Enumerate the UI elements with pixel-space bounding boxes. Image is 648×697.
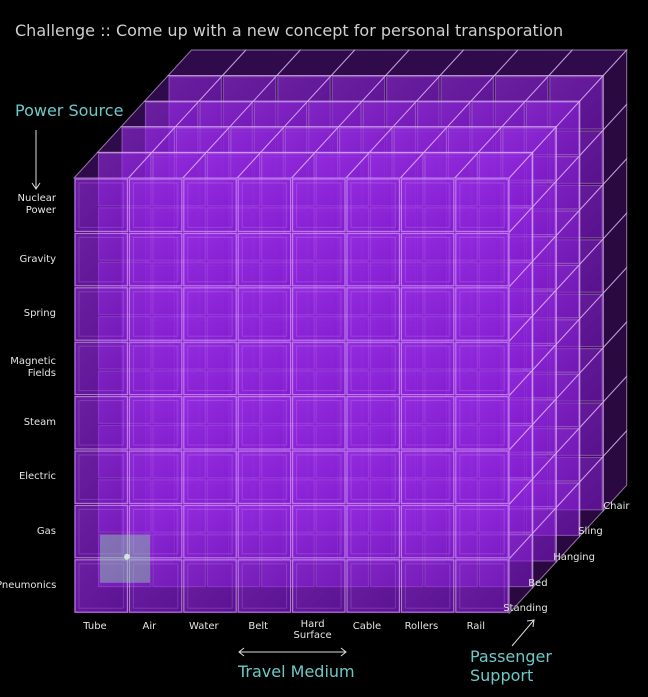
cube-cell (237, 287, 292, 341)
page-title: Challenge :: Come up with a new concept … (15, 21, 564, 40)
cube-cell (128, 341, 183, 396)
cube-cell (183, 287, 237, 341)
travel-medium-label: Cable (352, 621, 382, 632)
cube-cell (292, 178, 346, 233)
cube-cell (183, 504, 237, 559)
cube-cell (292, 287, 346, 341)
cube-cell (455, 450, 509, 505)
cube-cell (128, 450, 183, 505)
cube-cell (292, 232, 346, 287)
power-source-label: Nuclear Power (17, 193, 57, 217)
cube-cell (400, 341, 455, 396)
cube-cell (74, 178, 129, 233)
passenger-support-label: Chair (603, 500, 630, 512)
power-source-label: Gravity (19, 253, 56, 265)
cube-cell (74, 287, 129, 341)
cube-cell (183, 559, 237, 613)
cube-cell (400, 504, 455, 559)
cube-cell (128, 287, 183, 341)
cube-cell (400, 559, 455, 613)
cube-cell (237, 178, 292, 233)
cube-cell (455, 559, 509, 613)
cube-cell (455, 232, 509, 287)
cube-cell (128, 396, 183, 450)
cube-cell (346, 178, 401, 233)
cube-cell (400, 287, 455, 341)
cube-cell (346, 504, 401, 559)
travel-medium-label: Rail (466, 621, 485, 632)
passenger-support-label: Standing (503, 603, 548, 615)
travel-medium-label: Belt (248, 621, 269, 632)
travel-medium-label: Air (142, 621, 157, 632)
cube-cell (74, 504, 129, 559)
passenger-support-title: Passenger Support (470, 647, 552, 685)
cube-cell (128, 504, 183, 559)
cube-cell (455, 396, 509, 450)
power-source-label: Spring (23, 308, 56, 319)
cube-cell (74, 450, 129, 505)
cube-cell (455, 178, 509, 233)
cube-cell (455, 504, 509, 559)
down-arrow-icon (31, 130, 41, 190)
cube-cell (400, 396, 455, 450)
cube-cell (74, 341, 129, 396)
cube-cell (74, 396, 129, 450)
cube-cell (455, 287, 509, 341)
cube-cell (400, 232, 455, 287)
passenger-support-label: Sling (578, 526, 603, 538)
passenger-support-label: Bed (528, 577, 548, 589)
travel-medium-label: Tube (83, 621, 107, 632)
cube-cell (183, 232, 237, 287)
cube-cell (183, 450, 237, 505)
cube-cell (346, 450, 401, 505)
cube-layer-0 (72, 151, 534, 615)
cube-cell (400, 178, 455, 233)
double-arrow-icon (238, 647, 347, 657)
cube-cell (346, 396, 401, 450)
cube-cell (237, 559, 292, 613)
cube-cell (74, 559, 129, 613)
cube-cell (183, 178, 237, 233)
cube-cell (128, 178, 183, 233)
power-source-title: Power Source (15, 101, 124, 120)
cube-cell (74, 232, 129, 287)
power-source-label: Magnetic Fields (10, 356, 56, 380)
cube-cell (183, 341, 237, 396)
travel-medium-label: Water (189, 621, 219, 632)
cube-cell (400, 450, 455, 505)
cube-cell (237, 504, 292, 559)
cube-cell (292, 341, 346, 396)
travel-medium-title: Travel Medium (238, 662, 355, 681)
cube-cell (455, 341, 509, 396)
power-source-label: Steam (23, 416, 56, 428)
diagonal-arrow-icon (511, 619, 535, 647)
cube-cell (346, 559, 401, 613)
cube-cell (292, 504, 346, 559)
cube-cell (237, 341, 292, 396)
cube-cell (346, 341, 401, 396)
power-source-label: Electric (18, 471, 56, 483)
cube-cell (183, 396, 237, 450)
passenger-support-label: Hanging (553, 552, 595, 563)
cube-cell (237, 450, 292, 505)
cube-cell (237, 396, 292, 450)
travel-medium-label: Rollers (404, 621, 439, 632)
power-source-label: Pneumonics (0, 580, 57, 591)
cube-cell (128, 232, 183, 287)
cube-cell (346, 232, 401, 287)
power-source-label: Gas (36, 525, 56, 537)
travel-medium-label: Hard Surface (293, 619, 332, 641)
cube-cell (346, 287, 401, 341)
cube-cell (292, 396, 346, 450)
cube-cell (237, 232, 292, 287)
cube-cell (128, 559, 183, 613)
cube-cell (292, 559, 346, 613)
cube-cell (292, 450, 346, 505)
